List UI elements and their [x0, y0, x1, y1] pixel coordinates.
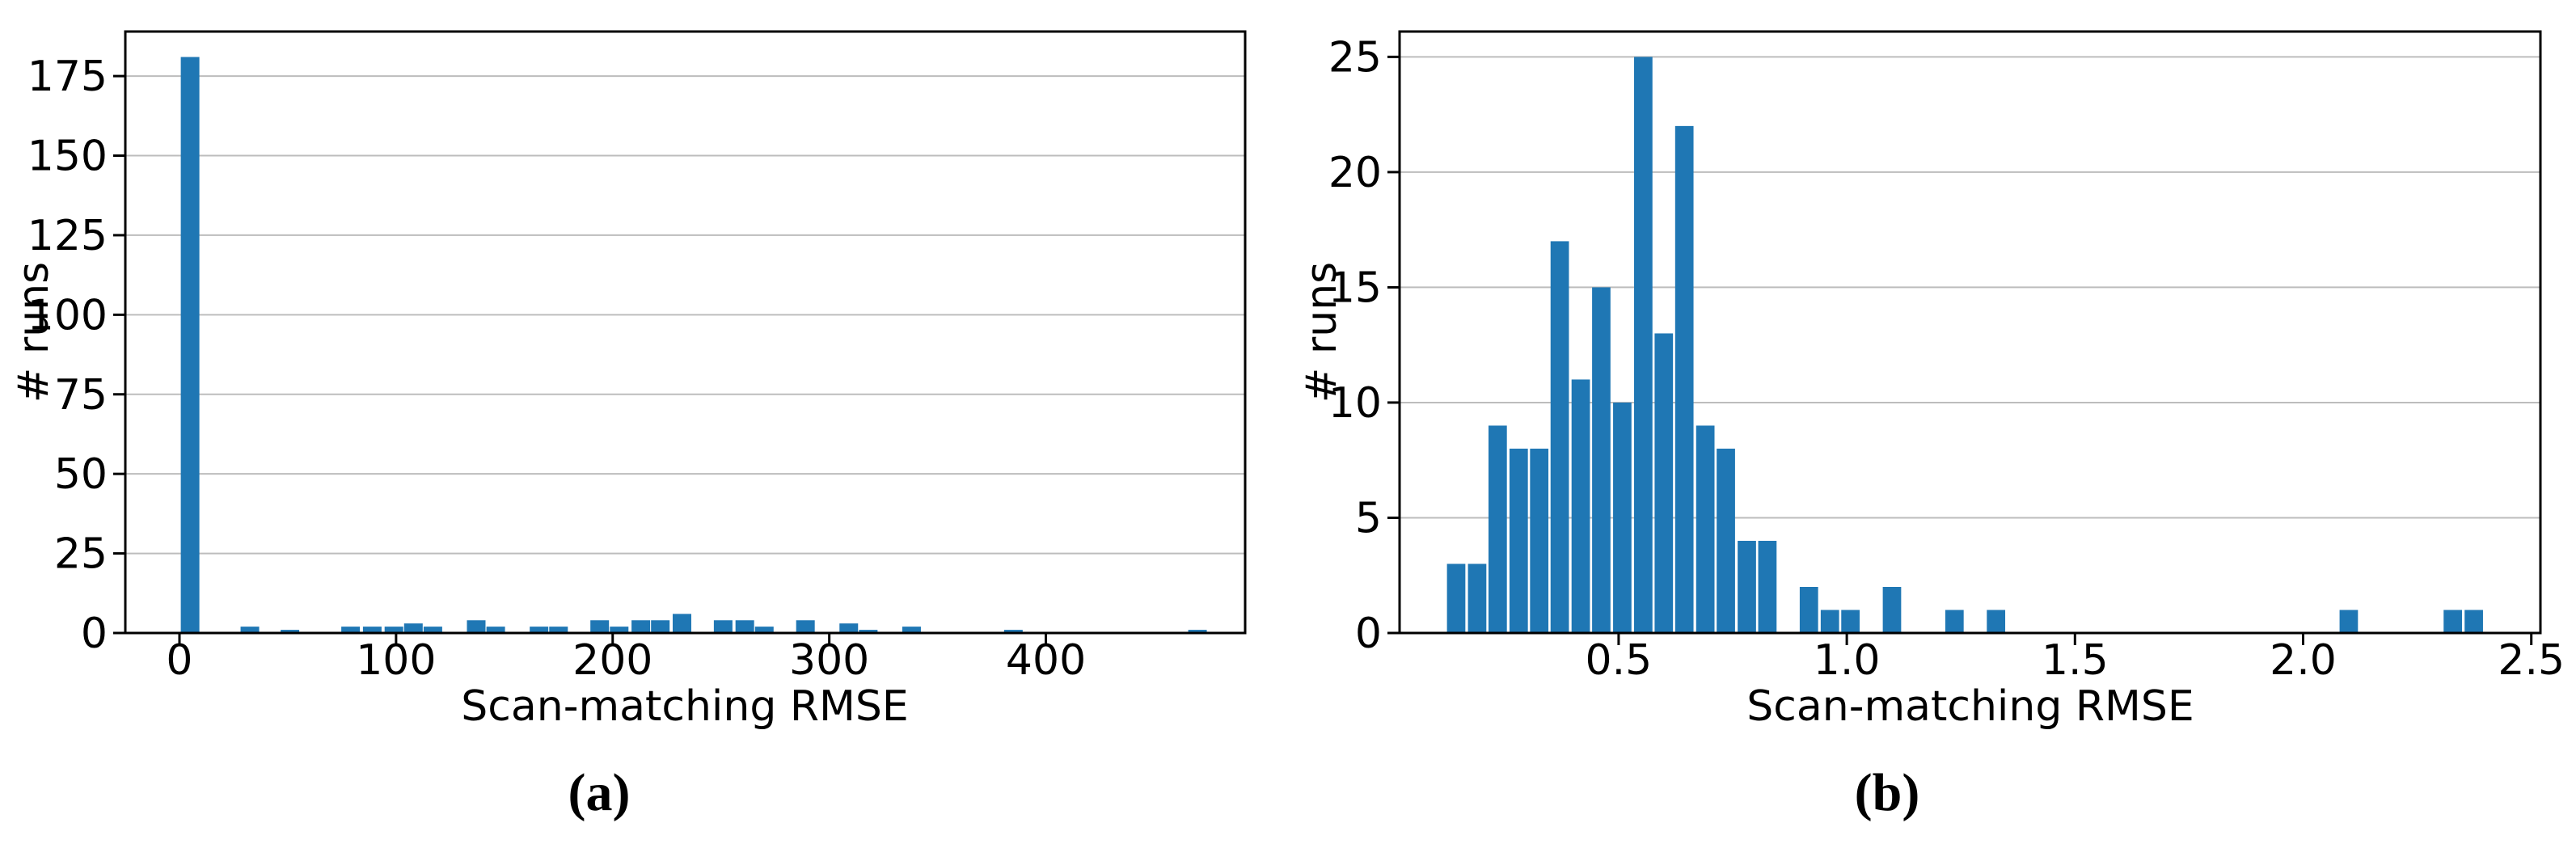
histogram-bar: [859, 630, 878, 633]
histogram-bar: [1799, 586, 1818, 633]
histogram-bar: [1488, 425, 1507, 633]
y-tick-label: 100: [27, 291, 108, 340]
y-tick-label: 125: [27, 212, 108, 260]
histogram-bar: [796, 620, 815, 633]
histogram-b: 0.5 1.0 1.5 2.0 2.5 0 5 10 15 20 25: [1328, 30, 2565, 685]
histogram-bar: [362, 627, 382, 633]
histogram-bar: [1592, 287, 1611, 633]
histogram-bar: [2339, 610, 2359, 633]
histogram-bar: [754, 627, 774, 633]
x-tick-label: 0.5: [1586, 636, 1653, 685]
histogram-a: 0 100 200 300 400 0 25 50 75 100 125 150 175: [27, 30, 1247, 685]
histogram-bar: [672, 614, 691, 633]
y-tick-label: 175: [27, 53, 108, 101]
histogram-bar: [1717, 448, 1735, 633]
histogram-bar: [1738, 540, 1756, 633]
histogram-bar: [610, 627, 629, 633]
histogram-bar: [735, 620, 754, 633]
x-axis-label: Scan-matching RMSE: [461, 682, 909, 731]
histogram-bar: [281, 630, 300, 633]
histogram-bar: [2464, 610, 2483, 633]
histogram-bar: [1613, 402, 1632, 633]
y-tick-label: 75: [54, 371, 108, 420]
histogram-bar: [651, 620, 670, 633]
y-tick-label: 150: [27, 133, 108, 181]
plot-border: [1398, 30, 2542, 635]
plot-border: [124, 30, 1247, 635]
x-tick-label: 400: [1006, 636, 1086, 685]
histogram-bar: [341, 627, 361, 633]
subfigure-caption-a: (a): [568, 763, 631, 822]
histogram-bar: [2443, 610, 2462, 633]
histogram-bar: [530, 627, 549, 633]
histogram-bar: [902, 627, 921, 633]
histogram-bar: [1758, 540, 1777, 633]
y-tick-label: 0: [81, 610, 108, 658]
y-tick-label: 25: [1328, 33, 1382, 82]
histogram-bar: [486, 627, 505, 633]
y-axis-label: # runs: [10, 261, 58, 403]
histogram-bar: [384, 627, 403, 633]
histogram-bar: [549, 627, 568, 633]
subfigure-b: 0.5 1.0 1.5 2.0 2.5 0 5 10 15 20 25 # runs Scan-ma…: [1288, 0, 2576, 844]
x-tick-label: 100: [356, 636, 436, 685]
y-axis-label: # runs: [1298, 261, 1346, 403]
histogram-bar: [1696, 425, 1715, 633]
histogram-bar: [1674, 125, 1694, 634]
x-tick-label: 200: [572, 636, 652, 685]
subfigure-a: 0 100 200 300 400 0 25 50 75 100 125 150 175 # runs …: [10, 30, 1247, 822]
histogram-bar: [1509, 448, 1528, 633]
x-tick-label: 2.5: [2498, 636, 2565, 685]
histogram-bar: [403, 623, 423, 633]
histogram-bar: [590, 620, 610, 633]
histogram-bar: [713, 620, 733, 633]
histogram-bar: [631, 620, 651, 633]
y-tick-label: 50: [54, 450, 108, 499]
subfigure-caption-b: (b): [1854, 763, 1920, 822]
y-tick-label: 5: [1355, 494, 1382, 542]
y-tick-label: 15: [1328, 264, 1382, 312]
histogram-bar: [1003, 630, 1023, 633]
histogram-bar: [180, 57, 200, 633]
y-tick-label: 25: [54, 530, 108, 579]
histogram-bar: [1446, 563, 1466, 633]
x-tick-label: 2.0: [2270, 636, 2337, 685]
histogram-bar: [839, 623, 859, 633]
histogram-bar: [1654, 333, 1674, 633]
y-tick-label: 10: [1328, 379, 1382, 428]
histogram-bar: [1841, 610, 1860, 633]
histogram-bar: [1571, 379, 1590, 633]
histogram-bar: [1820, 610, 1839, 633]
histogram-bar: [1987, 610, 2006, 633]
histogram-bar: [1945, 610, 1964, 633]
histogram-bar: [467, 620, 486, 633]
x-tick-label: 1.5: [2042, 636, 2109, 685]
histogram-bar: [1467, 563, 1487, 633]
y-tick-label: 20: [1328, 149, 1382, 197]
x-tick-label: 300: [789, 636, 869, 685]
histogram-bar: [1634, 57, 1653, 633]
histogram-bar: [1882, 586, 1902, 633]
histogram-bar: [1188, 630, 1207, 633]
x-tick-label: 0: [166, 636, 192, 685]
histogram-bar: [1530, 448, 1549, 633]
histogram-bar: [240, 627, 260, 633]
histogram-bar: [423, 627, 442, 633]
histogram-bar: [1550, 241, 1569, 633]
y-tick-label: 0: [1355, 610, 1382, 658]
x-axis-label: Scan-matching RMSE: [1746, 682, 2194, 731]
x-tick-label: 1.0: [1814, 636, 1881, 685]
